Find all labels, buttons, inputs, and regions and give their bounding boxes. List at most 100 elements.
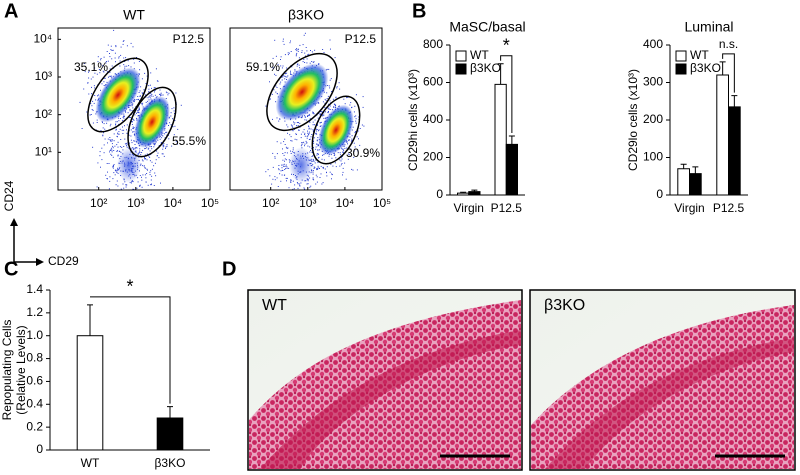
event-dot [132, 188, 134, 190]
event-dot [361, 124, 363, 126]
event-dot [340, 160, 342, 162]
event-dot [117, 141, 119, 143]
event-dot [109, 56, 111, 58]
event-dot [109, 176, 111, 178]
bar [76, 335, 104, 451]
event-dot [308, 127, 310, 129]
event-dot [307, 178, 309, 180]
event-dot [131, 103, 133, 105]
event-dot [284, 78, 286, 80]
event-dot [313, 179, 315, 181]
event-dot [282, 40, 284, 42]
annotation: n.s. [719, 37, 738, 51]
event-dot [316, 168, 318, 170]
event-dot [125, 111, 127, 113]
event-dot [299, 122, 301, 124]
event-dot [329, 171, 331, 173]
event-dot [316, 153, 318, 154]
event-dot [128, 142, 130, 144]
event-dot [129, 108, 131, 110]
density-blob [318, 104, 354, 156]
event-dot [297, 183, 299, 185]
event-dot [318, 156, 320, 158]
x-tick-label: 10³ [127, 196, 144, 210]
event-dot [99, 155, 101, 157]
panel-letter: D [222, 258, 236, 280]
event-dot [106, 51, 108, 52]
axis-label: CD29 [48, 254, 79, 268]
event-dot [79, 101, 81, 103]
event-dot [103, 152, 105, 154]
legend-label: WT [470, 48, 489, 62]
event-dot [149, 156, 151, 158]
y-axis-label: (Relative Levels) [14, 325, 28, 414]
event-dot [101, 159, 103, 161]
event-dot [162, 144, 164, 146]
event-dot [311, 134, 313, 135]
event-dot [151, 175, 153, 177]
event-dot [117, 154, 119, 156]
event-dot [115, 184, 117, 186]
event-dot [150, 95, 152, 97]
event-dot [312, 177, 314, 179]
event-dot [283, 43, 285, 45]
event-dot [167, 94, 169, 96]
event-dot [174, 113, 175, 114]
event-dot [297, 122, 299, 123]
event-dot [313, 129, 314, 131]
event-dot [137, 177, 139, 179]
event-dot [293, 188, 295, 190]
event-dot [307, 115, 309, 117]
event-dot [311, 61, 313, 62]
event-dot [265, 105, 267, 107]
event-dot [136, 118, 138, 120]
event-dot [163, 155, 165, 157]
event-dot [343, 152, 344, 154]
event-dot [358, 116, 360, 118]
event-dot [145, 181, 147, 183]
event-dot [311, 156, 313, 157]
event-dot [299, 44, 301, 46]
event-dot [274, 156, 276, 158]
event-dot [319, 177, 321, 178]
event-dot [150, 98, 152, 100]
event-dot [304, 145, 305, 147]
event-dot [147, 169, 148, 171]
event-dot [144, 154, 146, 156]
event-dot [88, 71, 89, 73]
event-dot [317, 153, 319, 155]
event-dot [292, 130, 294, 132]
event-dot [317, 149, 319, 151]
event-dot [354, 146, 356, 148]
event-dot [312, 61, 314, 63]
event-dot [141, 186, 143, 188]
annotation: * [126, 277, 133, 297]
event-dot [104, 77, 106, 79]
event-dot [146, 168, 148, 170]
event-dot [307, 130, 308, 132]
event-dot [312, 158, 314, 160]
event-dot [304, 32, 306, 34]
event-dot [339, 165, 341, 167]
event-dot [160, 92, 162, 94]
event-dot [318, 145, 319, 146]
event-dot [171, 108, 173, 110]
event-dot [151, 87, 152, 89]
event-dot [313, 160, 315, 162]
event-dot [123, 40, 125, 42]
event-dot [301, 50, 303, 52]
event-dot [103, 56, 105, 58]
event-dot [117, 136, 118, 138]
event-dot [111, 50, 113, 51]
event-dot [282, 153, 284, 154]
event-dot [323, 52, 325, 53]
event-dot [147, 97, 149, 99]
error-bar [460, 191, 467, 194]
event-dot [330, 48, 331, 50]
event-dot [319, 126, 321, 127]
event-dot [123, 57, 125, 59]
event-dot [343, 145, 345, 147]
x-tick-label: 10² [90, 196, 107, 210]
annotation: P12.5 [173, 32, 205, 46]
event-dot [346, 140, 348, 142]
